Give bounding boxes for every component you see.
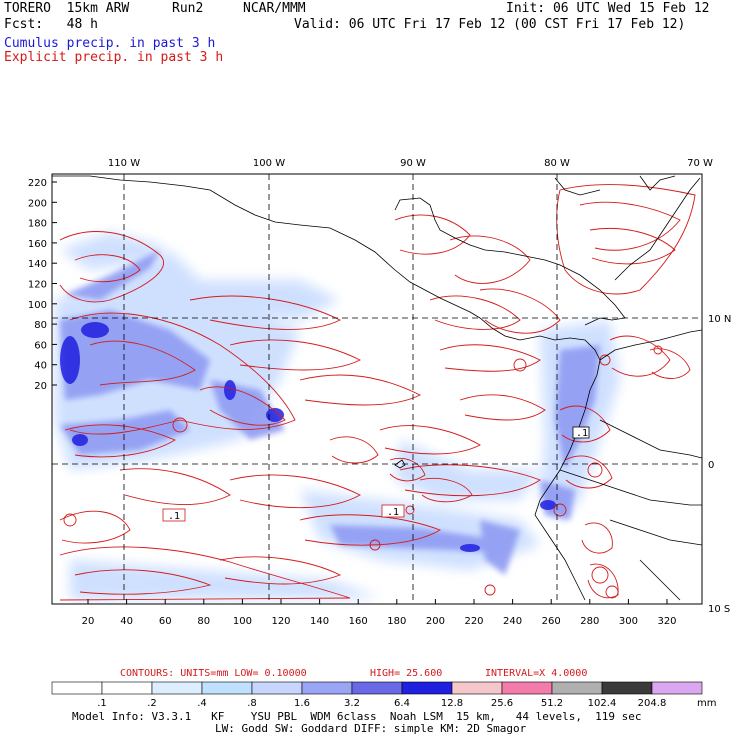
colorbar-label: 1.6 xyxy=(294,698,310,709)
colorbar-swatch xyxy=(501,681,553,695)
explicit-legend-line: Explicit precip. in past 3 h xyxy=(4,50,224,65)
y-tick-label: 180 xyxy=(28,219,47,230)
model-physics: LW: Godd SW: Goddard DIFF: simple KM: 2D… xyxy=(215,722,527,735)
cumulus-precip-field xyxy=(55,232,620,600)
y-tick-label: 120 xyxy=(28,280,47,291)
lat-label: 10 N xyxy=(708,314,731,325)
valid-time: Valid: 06 UTC Fri 17 Feb 12 (00 CST Fri … xyxy=(294,17,686,32)
org-label: NCAR/MMM xyxy=(243,1,306,16)
y-axis: 220 200 180 160 140 120 100 80 60 40 20 xyxy=(28,178,57,392)
cumulus-legend-line: Cumulus precip. in past 3 h xyxy=(4,36,216,51)
x-tick-label: 160 xyxy=(349,616,368,627)
x-tick-label: 120 xyxy=(271,616,290,627)
colorbar-label: 3.2 xyxy=(344,698,360,709)
max-label-boxes xyxy=(162,426,590,522)
max-label: .1 xyxy=(387,507,399,518)
colorbar-swatch xyxy=(151,681,203,695)
x-tick-label: 240 xyxy=(503,616,522,627)
colorbar-label: .1 xyxy=(97,698,107,709)
y-tick-label: 100 xyxy=(28,300,47,311)
colorbar-label: .2 xyxy=(147,698,157,709)
colorbar-label: 51.2 xyxy=(541,698,563,709)
colorbar-swatch xyxy=(451,681,503,695)
x-tick-label: 300 xyxy=(619,616,638,627)
contour-units: CONTOURS: UNITS=mm LOW= 0.10000 xyxy=(120,668,307,679)
model-info: Model Info: V3.3.1 KF YSU PBL WDM 6class… xyxy=(72,710,642,723)
lon-label: 100 W xyxy=(253,158,285,169)
run-label: Run2 xyxy=(172,1,204,16)
x-tick-label: 200 xyxy=(426,616,445,627)
colorbar-swatch xyxy=(401,681,453,695)
x-tick-label: 60 xyxy=(159,616,172,627)
colorbar-label: 12.8 xyxy=(441,698,463,709)
y-tick-label: 140 xyxy=(28,259,47,270)
colorbar-labels: .1 .2 .4 .8 1.6 3.2 6.4 12.8 25.6 51.2 102.4 204.8 xyxy=(97,698,666,709)
y-tick-label: 40 xyxy=(34,361,47,372)
x-axis: 20 40 60 80 100 120 140 160 180 200 220 240 260 280 30… xyxy=(82,599,677,627)
colorbar xyxy=(51,681,703,695)
lon-label: 90 W xyxy=(400,158,426,169)
colorbar-swatch xyxy=(351,681,403,695)
latitude-labels: 10 N 0 10 S xyxy=(708,314,731,615)
x-tick-label: 260 xyxy=(542,616,561,627)
lat-label: 10 S xyxy=(708,604,730,615)
explicit-precip-contours xyxy=(59,184,696,601)
colorbar-swatch xyxy=(651,681,703,695)
x-tick-label: 20 xyxy=(82,616,95,627)
x-tick-label: 280 xyxy=(580,616,599,627)
x-tick-label: 40 xyxy=(120,616,133,627)
x-tick-label: 140 xyxy=(310,616,329,627)
x-tick-label: 100 xyxy=(233,616,252,627)
y-tick-label: 200 xyxy=(28,198,47,209)
y-tick-label: 20 xyxy=(34,381,47,392)
forecast-hour: Fcst: 48 h xyxy=(4,17,98,32)
contour-interval: INTERVAL=X 4.0000 xyxy=(485,668,587,679)
colorbar-swatch xyxy=(301,681,353,695)
x-tick-label: 220 xyxy=(464,616,483,627)
lon-label: 70 W xyxy=(687,158,713,169)
contour-high: HIGH= 25.600 xyxy=(370,668,442,679)
colorbar-units: mm xyxy=(697,698,716,709)
lat-lon-grid xyxy=(52,174,702,604)
colorbar-label: .8 xyxy=(247,698,257,709)
longitude-labels: 110 W 100 W 90 W 80 W 70 W xyxy=(108,158,713,169)
colorbar-swatch xyxy=(101,681,153,695)
max-label: .1 xyxy=(168,511,180,522)
max-label: .1 xyxy=(576,428,588,439)
lon-label: 80 W xyxy=(544,158,570,169)
y-tick-label: 60 xyxy=(34,340,47,351)
colorbar-swatch xyxy=(201,681,253,695)
x-tick-label: 320 xyxy=(657,616,676,627)
colorbar-swatch xyxy=(51,681,103,695)
lon-label: 110 W xyxy=(108,158,140,169)
colorbar-swatch xyxy=(251,681,303,695)
colorbar-label: 6.4 xyxy=(394,698,410,709)
y-tick-label: 220 xyxy=(28,178,47,189)
colorbar-label: 25.6 xyxy=(491,698,513,709)
lat-label: 0 xyxy=(708,460,714,471)
map-frame xyxy=(51,173,703,605)
y-tick-label: 160 xyxy=(28,239,47,250)
coastlines xyxy=(52,175,702,601)
colorbar-swatch xyxy=(551,681,603,695)
colorbar-label: .4 xyxy=(197,698,207,709)
colorbar-swatch xyxy=(601,681,653,695)
contour-info: CONTOURS: UNITS=mm LOW= 0.10000 HIGH= 25… xyxy=(120,668,587,679)
y-tick-label: 80 xyxy=(34,320,47,331)
colorbar-label: 102.4 xyxy=(588,698,617,709)
colorbar-label: 204.8 xyxy=(638,698,667,709)
model-title: TORERO 15km ARW xyxy=(4,1,130,16)
init-time: Init: 06 UTC Wed 15 Feb 12 xyxy=(506,1,710,16)
x-tick-label: 180 xyxy=(387,616,406,627)
x-tick-label: 80 xyxy=(197,616,210,627)
